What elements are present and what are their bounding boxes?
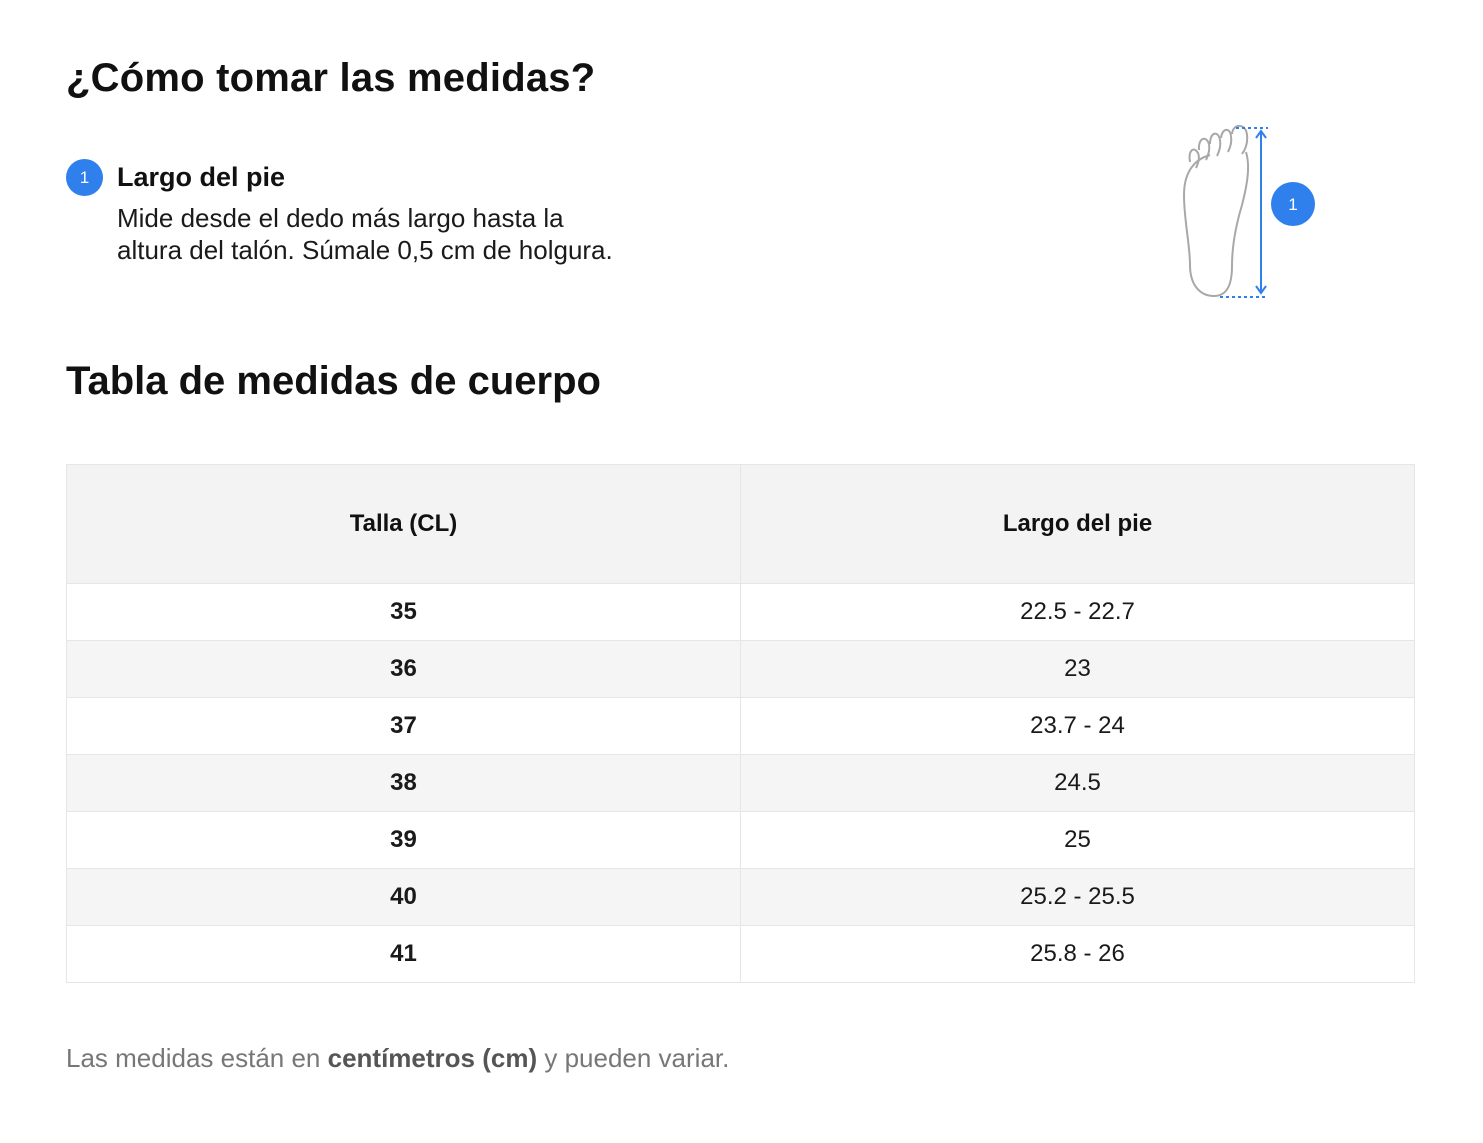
vertical-measure-arrow-icon [1220,127,1268,298]
size-cell: 37 [66,697,741,755]
size-cell: 40 [66,868,741,926]
column-header-size: Talla (CL) [66,464,741,584]
figure-badge-circle [1271,182,1315,226]
length-cell: 24.5 [740,754,1415,812]
table-row: 37 23.7 - 24 [66,697,1415,755]
foot-measure-figure: 1 [1182,124,1315,298]
column-header-length: Largo del pie [740,464,1415,584]
table-section-title: Tabla de medidas de cuerpo [66,359,601,403]
size-cell: 35 [66,583,741,641]
length-cell: 22.5 - 22.7 [740,583,1415,641]
step-title: Largo del pie [117,162,286,192]
step-description-line2: altura del talón. Súmale 0,5 cm de holgu… [117,235,613,265]
step-number-badge: 1 [66,159,103,196]
table-header-row: Talla (CL) Largo del pie [66,464,1415,584]
size-cell: 36 [66,640,741,698]
units-note-bold: centímetros (cm) [327,1043,538,1073]
length-cell: 25.8 - 26 [740,925,1415,983]
table-row: 38 24.5 [66,754,1415,812]
size-cell: 38 [66,754,741,812]
length-cell: 23.7 - 24 [740,697,1415,755]
table-row: 40 25.2 - 25.5 [66,868,1415,926]
page-title: ¿Cómo tomar las medidas? [66,56,596,100]
size-cell: 39 [66,811,741,869]
table-row: 41 25.8 - 26 [66,925,1415,983]
table-row: 39 25 [66,811,1415,869]
units-note-suffix: y pueden variar. [537,1043,730,1073]
units-note-prefix: Las medidas están en [66,1043,328,1073]
size-cell: 41 [66,925,741,983]
units-note: Las medidas están en centímetros (cm) y … [66,1040,729,1076]
step-description: Mide desde el dedo más largo hasta la al… [117,202,737,266]
table-row: 35 22.5 - 22.7 [66,583,1415,641]
size-table: Talla (CL) Largo del pie 35 22.5 - 22.7 … [66,464,1415,983]
table-row: 36 23 [66,640,1415,698]
figure-badge-label: 1 [1288,195,1297,214]
length-cell: 25.2 - 25.5 [740,868,1415,926]
foot-outline-icon [1182,124,1250,298]
step-description-line1: Mide desde el dedo más largo hasta la [117,203,564,233]
length-cell: 25 [740,811,1415,869]
length-cell: 23 [740,640,1415,698]
